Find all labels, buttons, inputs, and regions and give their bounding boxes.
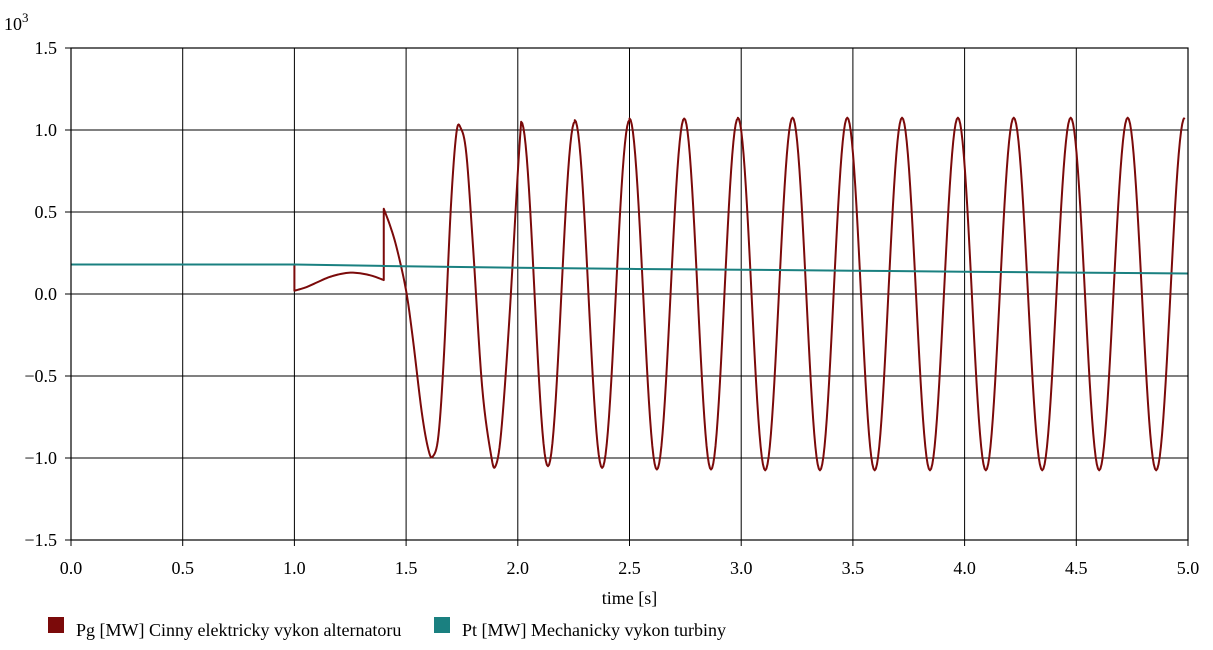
x-axis-label: time [s] xyxy=(602,588,658,608)
x-tick-label: 1.5 xyxy=(395,558,418,578)
x-tick-label: 2.5 xyxy=(618,558,641,578)
y-axis: −1.5 −1.0 −0.5 0.0 0.5 1.0 1.5 xyxy=(24,38,71,550)
y-tick-label: 0.5 xyxy=(35,202,58,222)
y-tick-label: 1.0 xyxy=(35,120,58,140)
series-line-pg xyxy=(71,116,1186,472)
x-tick-label: 5.0 xyxy=(1177,558,1200,578)
series-line-pt xyxy=(71,263,1189,275)
legend-swatch xyxy=(48,617,64,633)
legend: Pg [MW] Cinny elektricky vykon alternato… xyxy=(48,617,726,640)
x-tick-label: 2.0 xyxy=(507,558,530,578)
legend-label: Pt [MW] Mechanicky vykon turbiny xyxy=(462,620,726,640)
x-tick-label: 0.0 xyxy=(60,558,83,578)
y-multiplier-exponent: 3 xyxy=(22,10,29,25)
x-tick-label: 1.0 xyxy=(283,558,306,578)
y-tick-label: 1.5 xyxy=(35,38,58,58)
y-multiplier-base: 10 xyxy=(4,14,22,34)
x-tick-label: 0.5 xyxy=(171,558,194,578)
legend-swatch xyxy=(434,617,450,633)
y-tick-label: −0.5 xyxy=(24,366,57,386)
x-tick-label: 3.0 xyxy=(730,558,753,578)
x-tick-label: 4.5 xyxy=(1065,558,1088,578)
y-tick-label: −1.0 xyxy=(24,448,57,468)
x-tick-label: 4.0 xyxy=(953,558,976,578)
legend-label: Pg [MW] Cinny elektricky vykon alternato… xyxy=(76,620,401,640)
y-multiplier-label: 103 xyxy=(4,10,29,34)
series-layer xyxy=(71,116,1189,472)
y-tick-label: 0.0 xyxy=(35,284,58,304)
y-tick-label: −1.5 xyxy=(24,530,57,550)
x-axis: 0.0 0.5 1.0 1.5 2.0 2.5 3.0 3.5 4.0 4.5 5.0 xyxy=(60,540,1200,578)
x-tick-label: 3.5 xyxy=(842,558,865,578)
